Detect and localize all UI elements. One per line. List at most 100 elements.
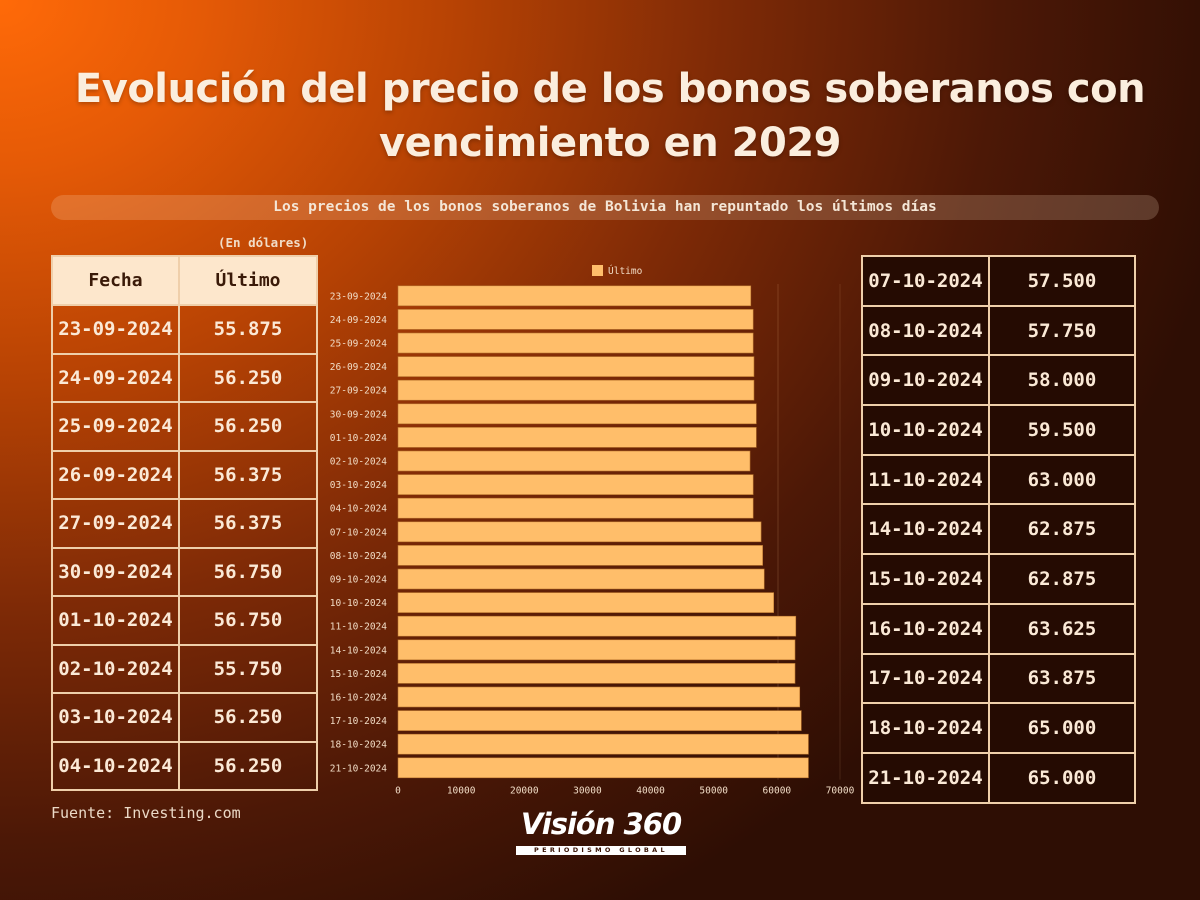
table-body-right: 07-10-2024 57.500 08-10-2024 57.750 09-10-20… (861, 255, 1136, 804)
row-date: 27-09-2024 (51, 498, 180, 549)
table-row: 21-10-2024 65.000 (861, 751, 1136, 804)
row-date: 24-09-2024 (51, 352, 180, 403)
table-row: 18-10-2024 65.000 (861, 702, 1136, 754)
row-value: 57.500 (988, 255, 1136, 307)
row-date: 04-10-2024 (51, 740, 180, 791)
row-date: 23-09-2024 (51, 304, 180, 355)
bar (397, 379, 755, 401)
y-tick-label: 14-10-2024 (330, 645, 387, 656)
y-tick-label: 11-10-2024 (330, 622, 387, 633)
bar (397, 615, 797, 637)
bar (397, 332, 754, 354)
table-body-left: 23-09-2024 55.875 24-09-2024 56.250 25-09-20… (51, 304, 318, 791)
row-value: 55.875 (178, 304, 318, 355)
header-value: Último (178, 255, 318, 306)
x-tick-label: 0 (395, 786, 401, 797)
y-tick-label: 03-10-2024 (330, 480, 387, 491)
price-table-right: 07-10-2024 57.500 08-10-2024 57.750 09-10-20… (861, 255, 1136, 804)
table-row: 02-10-2024 55.750 (51, 643, 318, 694)
legend-swatch (592, 265, 603, 276)
table-row: 11-10-2024 63.000 (861, 453, 1136, 506)
y-tick-label: 26-09-2024 (330, 362, 387, 373)
table-row: 24-09-2024 56.250 (51, 352, 318, 403)
table-row: 25-09-2024 56.250 (51, 401, 318, 452)
y-tick-label: 24-09-2024 (330, 315, 387, 326)
price-table-left: Fecha Último 23-09-2024 55.875 24-09-2024 5… (51, 255, 318, 791)
bar (397, 474, 754, 495)
row-date: 10-10-2024 (861, 404, 990, 456)
bar (397, 285, 752, 307)
y-tick-label: 16-10-2024 (330, 693, 387, 704)
row-date: 25-09-2024 (51, 401, 180, 452)
row-value: 55.750 (178, 643, 318, 694)
y-tick-label: 02-10-2024 (330, 457, 387, 468)
table-row: 08-10-2024 57.750 (861, 304, 1136, 357)
row-date: 11-10-2024 (861, 453, 990, 506)
table-row: 01-10-2024 56.750 (51, 595, 318, 646)
bar (397, 686, 801, 708)
y-tick-label: 21-10-2024 (330, 763, 387, 774)
row-value: 62.875 (988, 503, 1136, 556)
row-date: 07-10-2024 (861, 255, 990, 307)
chart-title: Evolución del precio de los bonos sobera… (40, 62, 1180, 170)
row-value: 56.750 (178, 546, 318, 597)
title-line-2: vencimiento en 2029 (379, 120, 841, 166)
header-date: Fecha (51, 255, 180, 306)
y-tick-label: 18-10-2024 (330, 740, 387, 751)
row-date: 18-10-2024 (861, 702, 990, 754)
y-tick-label: 09-10-2024 (330, 575, 387, 586)
row-value: 56.250 (178, 401, 318, 452)
y-tick-label: 23-09-2024 (330, 291, 387, 302)
row-value: 62.875 (988, 553, 1136, 605)
table-row: 10-10-2024 59.500 (861, 404, 1136, 456)
table-row: 03-10-2024 56.250 (51, 692, 318, 743)
legend-label: Último (608, 265, 643, 277)
x-tick-label: 10000 (447, 786, 476, 797)
table-row: 26-09-2024 56.375 (51, 449, 318, 500)
bar (397, 663, 796, 684)
logo-tagline: PERIODISMO GLOBAL (516, 846, 686, 855)
bar (397, 450, 751, 472)
title-line-1: Evolución del precio de los bonos sobera… (74, 66, 1146, 112)
table-row: 23-09-2024 55.875 (51, 304, 318, 355)
table-row: 07-10-2024 57.500 (861, 255, 1136, 307)
y-tick-label: 08-10-2024 (330, 551, 387, 562)
table-header-row: Fecha Último (51, 255, 318, 306)
row-value: 58.000 (988, 354, 1136, 407)
row-date: 26-09-2024 (51, 449, 180, 500)
bar (397, 710, 802, 731)
x-tick-label: 60000 (763, 786, 792, 797)
table-row: 27-09-2024 56.375 (51, 498, 318, 549)
bar (397, 497, 754, 519)
row-value: 56.375 (178, 449, 318, 500)
table-row: 17-10-2024 63.875 (861, 652, 1136, 705)
row-value: 56.375 (178, 498, 318, 549)
row-value: 63.875 (988, 652, 1136, 705)
table-row: 09-10-2024 58.000 (861, 354, 1136, 407)
row-date: 17-10-2024 (861, 652, 990, 705)
bar (397, 592, 775, 613)
y-tick-label: 25-09-2024 (330, 339, 387, 350)
row-value: 56.250 (178, 692, 318, 743)
bar (397, 568, 765, 590)
table-row: 04-10-2024 56.250 (51, 740, 318, 791)
row-value: 59.500 (988, 404, 1136, 456)
units-label: (En dólares) (218, 235, 309, 250)
row-date: 30-09-2024 (51, 546, 180, 597)
row-value: 56.250 (178, 352, 318, 403)
row-date: 09-10-2024 (861, 354, 990, 407)
row-value: 65.000 (988, 751, 1136, 804)
y-tick-label: 27-09-2024 (330, 386, 387, 397)
row-date: 15-10-2024 (861, 553, 990, 605)
table-row: 15-10-2024 62.875 (861, 553, 1136, 605)
vision360-logo: Visión 360 PERIODISMO GLOBAL (513, 807, 689, 855)
row-date: 02-10-2024 (51, 643, 180, 694)
y-tick-label: 30-09-2024 (330, 409, 387, 420)
bar (397, 545, 763, 566)
table-row: 16-10-2024 63.625 (861, 602, 1136, 655)
row-value: 65.000 (988, 702, 1136, 754)
y-tick-label: 10-10-2024 (330, 598, 387, 609)
bar (397, 757, 809, 779)
y-tick-label: 04-10-2024 (330, 504, 387, 515)
y-tick-label: 01-10-2024 (330, 433, 387, 444)
